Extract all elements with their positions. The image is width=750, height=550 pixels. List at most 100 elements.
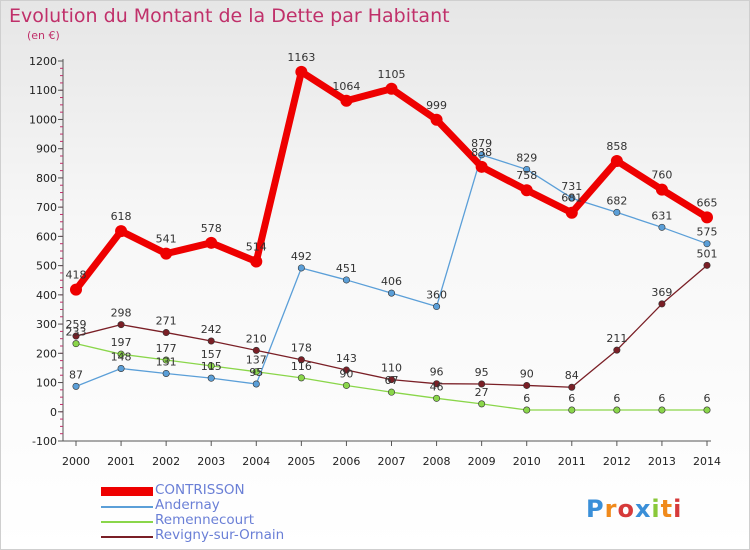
legend-label: Remennecourt [155, 512, 255, 528]
y-tick-label: 1000 [29, 113, 57, 126]
data-label: 271 [156, 315, 177, 328]
legend-swatch [101, 487, 153, 496]
data-label: 6 [613, 392, 620, 405]
data-label: 90 [339, 367, 353, 380]
data-label: 178 [291, 342, 312, 355]
data-label: 242 [201, 323, 222, 336]
data-point [252, 368, 260, 376]
data-point [478, 151, 486, 159]
data-label: 90 [520, 367, 534, 380]
data-label: 406 [381, 275, 402, 288]
x-tick-label: 2014 [693, 455, 721, 468]
data-point [387, 376, 395, 384]
data-point [207, 337, 215, 345]
y-tick-label: 100 [36, 377, 57, 390]
data-label: 197 [111, 336, 132, 349]
x-tick-label: 2000 [62, 455, 90, 468]
data-point [658, 300, 666, 308]
data-label: 6 [523, 392, 530, 405]
data-point [387, 289, 395, 297]
x-tick-label: 2008 [423, 455, 451, 468]
data-point [162, 329, 170, 337]
data-point [387, 388, 395, 396]
data-label: 451 [336, 262, 357, 275]
data-point [610, 154, 623, 167]
data-label: 541 [156, 233, 177, 246]
data-label: 999 [426, 99, 447, 112]
data-point [523, 406, 531, 414]
data-point [703, 240, 711, 248]
x-tick-label: 2012 [603, 455, 631, 468]
data-point [430, 113, 443, 126]
x-tick-label: 2002 [152, 455, 180, 468]
data-label: 1105 [378, 68, 406, 81]
data-label: 148 [111, 351, 132, 364]
x-tick-label: 2010 [513, 455, 541, 468]
data-label: 665 [697, 196, 718, 209]
y-tick-label: -100 [32, 435, 57, 448]
data-label: 492 [291, 250, 312, 263]
data-point [658, 223, 666, 231]
data-point [655, 183, 668, 196]
data-point [205, 236, 218, 249]
data-label: 369 [651, 286, 672, 299]
data-point [72, 382, 80, 390]
data-point [297, 264, 305, 272]
data-label: 1064 [332, 80, 360, 93]
data-point [342, 381, 350, 389]
x-tick-label: 2007 [378, 455, 406, 468]
data-point [295, 65, 308, 78]
data-label: 46 [430, 380, 444, 393]
data-point [433, 303, 441, 311]
data-label: 360 [426, 289, 447, 302]
data-point [115, 225, 128, 238]
y-tick-label: 600 [36, 230, 57, 243]
data-point [340, 94, 353, 107]
data-label: 137 [246, 354, 267, 367]
data-label: 211 [606, 332, 627, 345]
data-point [72, 340, 80, 348]
data-point [478, 400, 486, 408]
data-point [342, 366, 350, 374]
chart-unit: (en €) [27, 29, 60, 42]
data-label: 760 [651, 169, 672, 182]
logo-letter: r [604, 495, 618, 523]
data-label: 6 [658, 392, 665, 405]
data-point [703, 406, 711, 414]
logo-letter: t [660, 495, 674, 523]
data-point [613, 346, 621, 354]
data-point [117, 321, 125, 329]
x-tick-label: 2011 [558, 455, 586, 468]
data-label: 514 [246, 241, 267, 254]
data-label: 233 [66, 326, 87, 339]
data-label: 210 [246, 332, 267, 345]
data-point [297, 374, 305, 382]
data-label: 87 [69, 368, 83, 381]
legend-swatch [101, 521, 153, 523]
y-tick-label: 900 [36, 143, 57, 156]
data-label: 143 [336, 352, 357, 365]
data-point [252, 380, 260, 388]
x-tick-label: 2006 [332, 455, 360, 468]
data-point [478, 380, 486, 388]
legend-swatch [101, 506, 153, 508]
legend-label: Revigny-sur-Ornain [155, 527, 285, 543]
data-point [162, 369, 170, 377]
data-point [613, 406, 621, 414]
logo-letter: i [651, 495, 661, 523]
logo-letter: i [673, 495, 683, 523]
data-point [117, 350, 125, 358]
y-tick-label: 400 [36, 289, 57, 302]
data-label: 95 [249, 366, 263, 379]
logo-letter: P [586, 495, 605, 523]
data-label: 110 [381, 362, 402, 375]
data-point [385, 82, 398, 95]
data-label: 6 [704, 392, 711, 405]
y-tick-label: 1200 [29, 55, 57, 68]
data-label: 177 [156, 342, 177, 355]
chart-title: Evolution du Montant de la Dette par Hab… [9, 5, 450, 27]
data-label: 115 [201, 360, 222, 373]
data-point [433, 394, 441, 402]
